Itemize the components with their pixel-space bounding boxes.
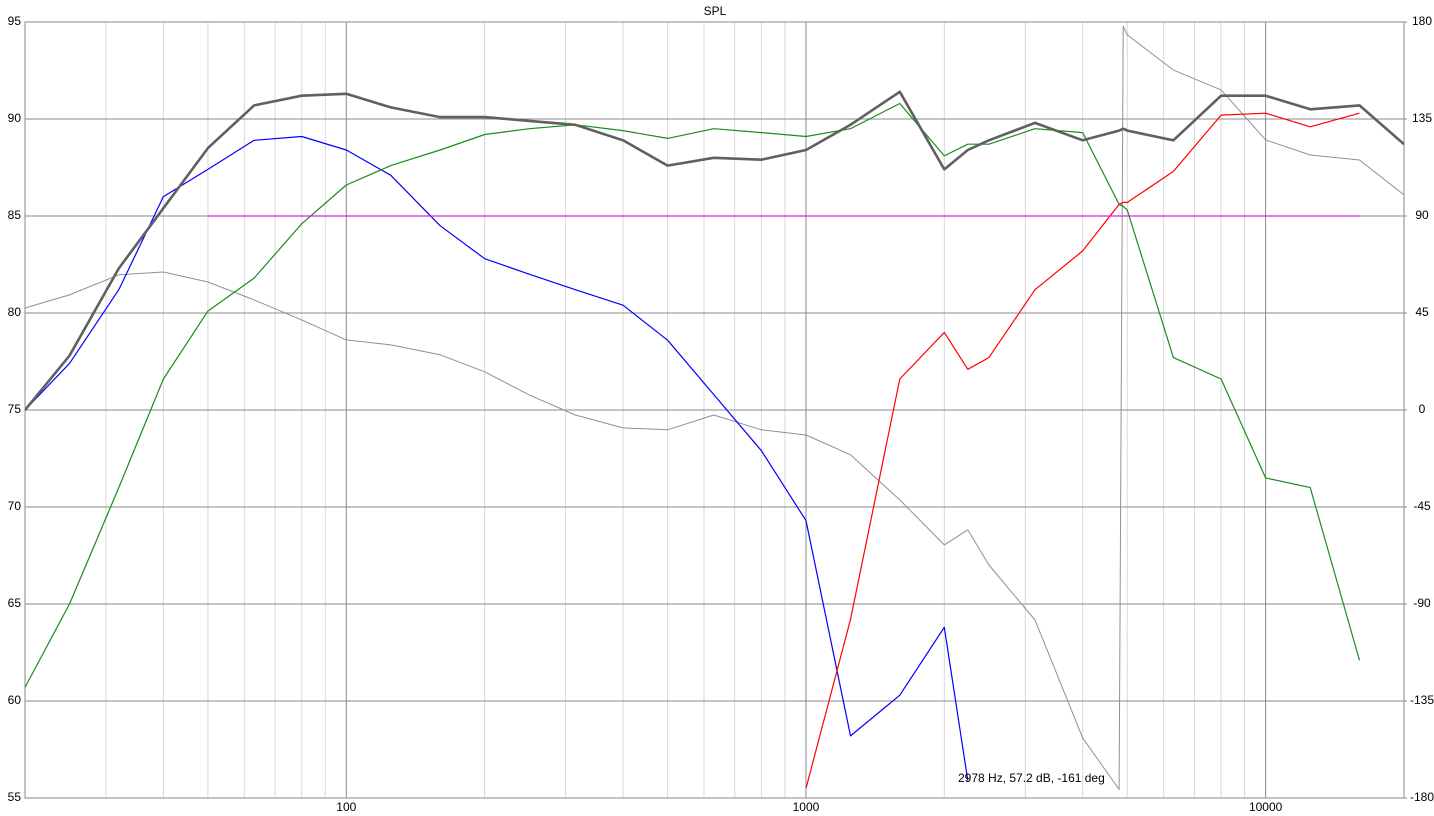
- y2-tick-label: -180: [1410, 790, 1434, 804]
- y2-tick-label: 90: [1415, 208, 1429, 222]
- chart-title: SPL: [704, 4, 727, 18]
- y2-tick-label: -90: [1413, 596, 1431, 610]
- y-tick-label: 85: [8, 208, 22, 222]
- y-tick-label: 60: [8, 693, 22, 707]
- y2-tick-label: 0: [1419, 402, 1426, 416]
- y2-tick-label: -45: [1413, 499, 1431, 513]
- y-tick-label: 90: [8, 111, 22, 125]
- series-line: [25, 25, 1404, 790]
- y2-tick-label: 135: [1412, 111, 1432, 125]
- annotation: 2978 Hz, 57.2 dB, -161 deg: [958, 771, 1105, 785]
- series-line: [805, 112, 1360, 789]
- y-tick-label: 65: [8, 596, 22, 610]
- y2-tick-label: 45: [1415, 305, 1429, 319]
- y-tick-label: 70: [8, 499, 22, 513]
- y2-tick-label: -135: [1410, 693, 1434, 707]
- x-tick-label: 10000: [1249, 800, 1283, 814]
- y2-tick-label: 180: [1412, 14, 1432, 28]
- plot-area: [25, 25, 1404, 790]
- y-tick-label: 55: [8, 790, 22, 804]
- y-tick-label: 95: [8, 14, 22, 28]
- y-tick-label: 75: [8, 402, 22, 416]
- series-line: [25, 102, 1361, 688]
- x-tick-label: 1000: [793, 800, 820, 814]
- series-line: [25, 135, 969, 781]
- series-line: [25, 90, 1404, 411]
- x-tick-label: 100: [336, 800, 356, 814]
- y-tick-label: 80: [8, 305, 22, 319]
